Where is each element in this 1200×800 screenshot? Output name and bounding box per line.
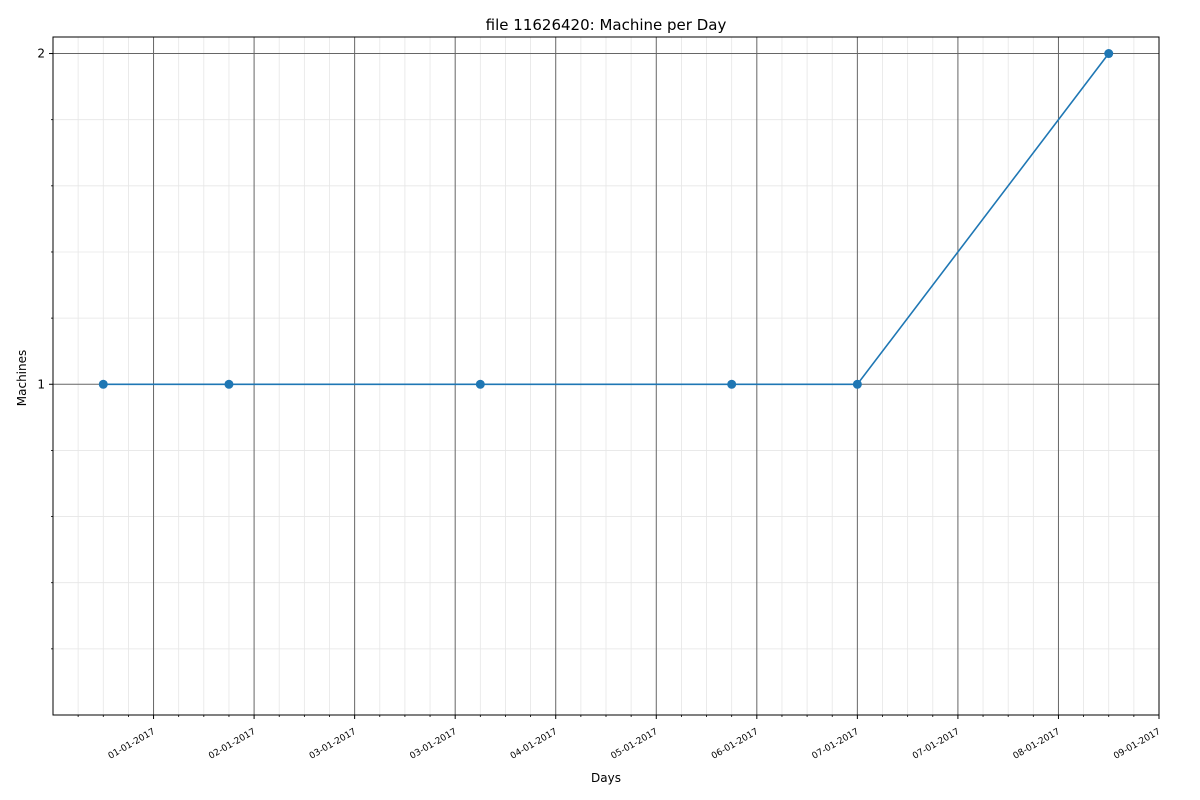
x-axis-label: Days — [591, 771, 621, 785]
y-axis-label: Machines — [15, 350, 29, 406]
data-point — [475, 379, 485, 389]
x-tick-label: 08-01-2017 — [1012, 727, 1062, 762]
y-tick-label: 2 — [37, 47, 45, 61]
data-point — [727, 379, 737, 389]
x-tick-label: 07-01-2017 — [811, 727, 861, 762]
x-tick-label: 03-01-2017 — [308, 727, 358, 762]
x-tick-label: 09-01-2017 — [1112, 727, 1162, 762]
y-tick-label: 1 — [37, 377, 45, 391]
x-tick-label: 04-01-2017 — [509, 727, 559, 762]
data-point — [1104, 49, 1114, 59]
series-line — [103, 53, 1110, 386]
x-tick-label: 07-01-2017 — [911, 727, 961, 762]
x-tick-label: 02-01-2017 — [207, 727, 257, 762]
x-tick-label: 05-01-2017 — [609, 727, 659, 762]
chart-title: file 11626420: Machine per Day — [486, 16, 727, 34]
x-axis-ticks: 01-01-2017 02-01-2017 03-01-2017 03-01-2017… — [77, 715, 1163, 762]
data-point — [224, 379, 234, 389]
series-layer — [98, 49, 1114, 389]
minor-grid — [53, 37, 1159, 715]
y-axis-ticks: 12 — [37, 47, 53, 650]
x-tick-label: 06-01-2017 — [710, 727, 760, 762]
data-point — [852, 379, 862, 389]
x-tick-label: 03-01-2017 — [408, 727, 458, 762]
x-tick-label: 01-01-2017 — [107, 727, 157, 762]
data-point — [98, 379, 108, 389]
